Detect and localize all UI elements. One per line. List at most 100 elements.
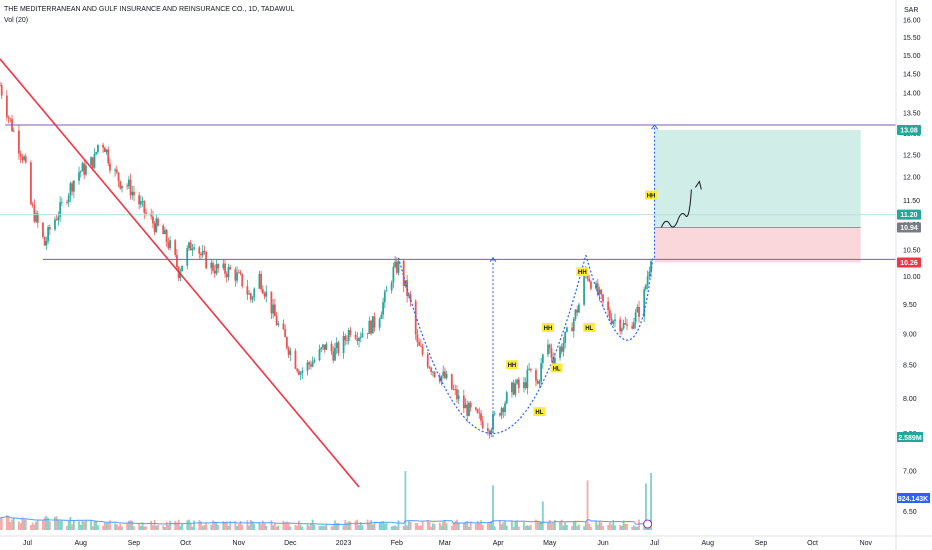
volume-bar	[631, 526, 634, 530]
volume-bar	[370, 519, 372, 530]
volume-bar	[282, 520, 285, 530]
candle-body	[474, 407, 477, 410]
candle-body	[181, 265, 183, 272]
candle-body	[203, 250, 206, 253]
price-axis[interactable]: 16.0015.5015.0014.5014.0013.5013.0012.50…	[895, 0, 930, 550]
volume-bar	[452, 523, 455, 530]
candle-body	[370, 320, 372, 334]
volume-bar	[227, 526, 230, 530]
candle-body	[382, 302, 384, 315]
candle-body	[614, 319, 616, 321]
volume-bar	[71, 524, 74, 530]
pattern-label: HL	[585, 326, 593, 332]
candle-body	[607, 301, 610, 311]
volume-bar	[79, 524, 82, 530]
candle-body	[344, 335, 347, 341]
volume-ma-label: 924.143K	[898, 496, 928, 503]
candle-body	[258, 273, 261, 289]
volume-bar	[155, 525, 158, 530]
volume-bar	[511, 521, 513, 530]
volume-bar	[602, 525, 604, 530]
candle-body	[151, 216, 154, 224]
candle-body	[84, 165, 87, 175]
time-tick-label: Jun	[597, 540, 608, 547]
candle-body	[0, 85, 1, 86]
candle-body	[535, 370, 537, 381]
candle-body	[19, 153, 22, 157]
volume-bar	[251, 521, 254, 530]
drawings[interactable]	[0, 58, 896, 529]
candle-body	[313, 360, 316, 362]
candle-body	[43, 237, 46, 246]
volume-bar	[30, 524, 32, 530]
volume-bar	[332, 525, 335, 530]
time-tick-label: Sep	[128, 540, 141, 547]
volume-bar	[60, 520, 63, 530]
candle-body	[102, 144, 104, 148]
price-tick-label: 10.50	[903, 247, 921, 254]
candle-body	[33, 205, 36, 222]
candle-body	[282, 323, 285, 330]
candle-body	[131, 191, 134, 196]
candle-body	[320, 347, 323, 350]
candle-body	[404, 280, 407, 287]
candle-body	[67, 195, 70, 203]
candle-body	[528, 368, 530, 370]
volume-bar	[299, 524, 302, 530]
candle-body	[612, 320, 615, 324]
candle-body	[93, 153, 96, 168]
candle-body	[246, 286, 249, 295]
volume-bar	[165, 521, 168, 530]
volume-bar	[584, 522, 587, 530]
volume-bar	[346, 522, 348, 530]
candle-body	[330, 343, 333, 352]
volume-bar	[632, 525, 635, 530]
candle-body	[552, 357, 555, 366]
candle-body	[54, 219, 56, 230]
volume-bar	[296, 525, 299, 530]
candle-body	[150, 213, 153, 217]
volume-bar	[5, 515, 8, 530]
volume-bar	[645, 483, 647, 530]
candle-body	[541, 354, 544, 364]
volume-bar	[502, 522, 505, 530]
volume-bar	[562, 525, 565, 530]
pattern-label: HL	[535, 410, 543, 416]
volume-bar	[378, 522, 381, 530]
volume-bar	[272, 525, 275, 530]
volume-bar	[596, 524, 599, 530]
volume-bar	[193, 520, 196, 530]
volume-bar	[638, 519, 640, 530]
volume-bar	[311, 519, 314, 530]
candle-body	[0, 85, 3, 96]
volume-bar	[260, 524, 263, 530]
volume-bar	[213, 521, 216, 530]
price-tick-label: 16.00	[903, 18, 921, 25]
risk-reward-zones[interactable]	[654, 130, 861, 263]
volume-bar	[191, 526, 194, 530]
volume-bar	[139, 525, 142, 530]
volume-indicator-label[interactable]: Vol (20)	[4, 17, 29, 24]
time-axis[interactable]: Jul Aug Sep Oct Nov Dec 2023 Feb Mar Apr May Jun Jul…	[0, 535, 932, 547]
candle-body	[227, 267, 230, 278]
candle-body	[428, 367, 431, 369]
candle-body	[323, 344, 326, 350]
volume-bar	[167, 524, 170, 530]
volume-bar	[320, 525, 323, 530]
candle-body	[296, 368, 299, 372]
volume-bar	[385, 523, 388, 530]
time-tick-label: Oct	[807, 540, 818, 547]
candle-body	[523, 382, 525, 388]
candle-body	[648, 271, 651, 277]
candle-body	[502, 408, 505, 412]
volume-bar	[486, 523, 489, 530]
volume-bar	[258, 522, 261, 530]
price-level-label: 13.08	[900, 128, 918, 135]
candle-body	[418, 342, 421, 346]
pattern-label-bg	[505, 360, 518, 370]
volume-bar	[469, 521, 472, 530]
volume-bar	[456, 519, 458, 530]
candle-body	[253, 288, 256, 298]
candle-body	[79, 171, 82, 173]
